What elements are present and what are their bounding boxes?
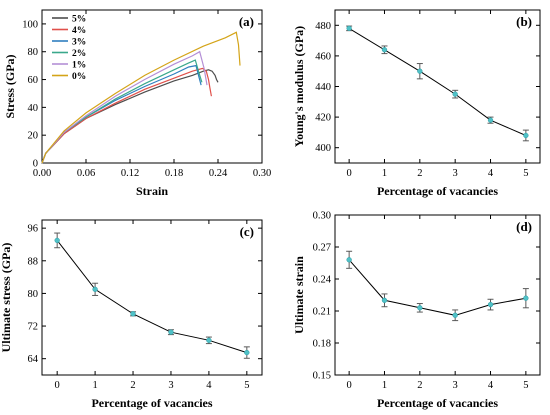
x-axis-label: Percentage of vacancies [377,184,498,198]
y-tick-label: 0.15 [313,371,331,382]
legend-label: 5% [72,15,86,25]
data-point [487,301,494,308]
y-tick-label: 80 [28,289,39,300]
plot-frame [41,9,263,164]
y-tick-label: 0.27 [313,243,331,254]
x-tick-label: 0.30 [253,168,271,179]
plot-frame [334,9,541,164]
y-tick-label: 40 [28,103,39,114]
y-tick-label: 64 [28,354,39,365]
x-tick-label: 1 [92,380,97,391]
x-tick-label: 1 [382,380,387,391]
data-point [523,132,529,139]
data-point [346,25,352,32]
data-point [523,295,529,301]
y-tick-label: 400 [315,143,331,154]
x-axis-label: Percentage of vacancies [91,396,212,410]
series-line-0pct [41,31,241,164]
y-tick-label: 80 [28,47,39,58]
y-tick-label: 20 [28,131,39,142]
data-point [130,311,136,317]
x-tick-label: 4 [206,380,212,391]
x-tick-label: 0 [347,168,352,179]
y-axis-label: Young's modulus (GPa) [292,26,306,147]
x-tick-label: 4 [488,380,494,391]
panel-c: 0 1 2 3 4 5 64 72 80 88 96 Percentage of vacancies U… [0,219,263,410]
data-point [452,91,458,97]
data-point [168,329,174,335]
legend-label: 4% [72,26,86,36]
y-tick-label: 460 [315,51,331,62]
legend-label: 3% [72,38,86,48]
legend-label: 0% [72,72,86,82]
y-tick-label: 480 [315,21,331,32]
panel-label: (c) [240,224,254,239]
x-tick-label: 3 [453,380,458,391]
data-line [56,240,247,354]
x-tick-label: 0 [55,380,60,391]
series-line-1pct [41,50,208,164]
x-tick-label: 0.12 [121,168,139,179]
plot-frame [334,214,541,376]
data-point [92,286,98,292]
x-tick-label: 3 [453,168,458,179]
panel-d: 0 1 2 3 4 5 0.15 0.18 0.21 0.24 0.27 0.30 Percentage… [292,211,541,410]
data-point [381,297,388,303]
y-tick-label: 72 [28,322,39,333]
legend-label: 1% [72,61,86,71]
y-tick-label: 420 [315,113,331,124]
x-tick-label: 1 [382,168,387,179]
data-point [487,117,494,123]
y-tick-label: 60 [28,75,39,86]
x-tick-label: 2 [130,380,135,391]
x-tick-label: 2 [417,380,422,391]
y-tick-label: 440 [315,82,331,93]
x-tick-label: 0.06 [77,168,95,179]
legend-label: 2% [72,49,86,59]
x-tick-label: 5 [244,380,249,391]
y-axis-label: Ultimate stress (GPa) [0,243,13,353]
x-axis-label: Percentage of vacancies [377,396,498,410]
x-tick-label: 0.24 [209,168,228,179]
data-point [452,312,458,318]
y-tick-label: 0.18 [313,339,331,350]
data-point [381,47,388,53]
panel-label: (d) [516,219,532,234]
data-point [417,305,423,311]
data-line [348,27,527,136]
data-line [348,259,526,316]
x-tick-label: 4 [488,168,494,179]
series-line-4pct [41,67,212,164]
y-tick-label: 88 [28,256,39,267]
y-tick-label: 0.30 [313,211,331,222]
x-tick-label: 0.18 [165,168,183,179]
panel-label: (a) [239,14,254,29]
data-point [417,68,423,74]
x-tick-label: 5 [523,380,528,391]
x-tick-label: 3 [168,380,173,391]
x-tick-label: 0 [347,380,352,391]
y-tick-label: 0.24 [313,275,332,286]
x-tick-label: 2 [417,168,422,179]
data-point [206,337,212,343]
y-tick-label: 100 [22,19,38,30]
y-axis-label: Ultimate strain [292,256,306,334]
plot-frame [41,219,263,376]
panel-b: 0 1 2 3 4 5 400 420 440 460 480 Percentage of vacan… [292,9,541,198]
panel-label: (b) [516,14,532,29]
y-tick-label: 96 [28,224,39,235]
y-tick-label: 0.21 [313,307,331,318]
y-axis-label: Stress (GPa) [3,54,17,118]
x-axis-label: Strain [136,184,168,198]
data-point [244,349,250,356]
data-point [54,237,60,244]
x-tick-label: 5 [523,168,528,179]
x-tick-label: 0.00 [33,168,51,179]
y-tick-label: 0 [33,159,38,170]
data-point [346,257,352,263]
panel-a: 0.00 0.06 0.12 0.18 0.24 0.30 0 20 40 60 80 100 Stra… [3,9,271,198]
